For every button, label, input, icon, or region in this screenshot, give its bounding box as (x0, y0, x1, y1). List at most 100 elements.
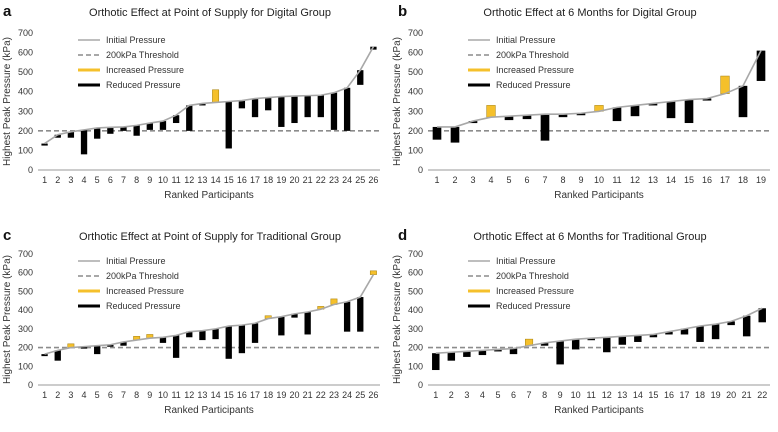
x-tick-label: 26 (368, 390, 378, 400)
reduced-pressure-bar (41, 143, 48, 146)
reduced-pressure-bar (696, 326, 704, 342)
y-tick-label: 400 (408, 87, 423, 97)
x-tick-label: 4 (82, 390, 87, 400)
x-tick-label: 7 (542, 175, 547, 185)
x-tick-label: 21 (303, 390, 313, 400)
x-tick-label: 14 (211, 175, 221, 185)
legend-label-threshold: 200kPa Threshold (496, 271, 569, 281)
x-tick-label: 20 (289, 390, 299, 400)
reduced-pressure-bar (727, 321, 735, 326)
reduced-pressure-bar (225, 101, 232, 149)
increased-pressure-bar (720, 75, 730, 94)
y-axis-label: Highest Peak Pressure (kPa) (2, 255, 13, 384)
y-tick-label: 0 (28, 165, 33, 175)
chart-title: Orthotic Effect at 6 Months for Traditio… (473, 231, 706, 243)
x-tick-label: 7 (121, 390, 126, 400)
reduced-pressure-bar (80, 129, 88, 155)
y-tick-label: 500 (18, 67, 33, 77)
legend: Initial Pressure 200kPa Threshold Increase… (468, 256, 574, 311)
chart-title: Orthotic Effect at Point of Supply for T… (79, 231, 341, 243)
reduced-pressure-bar (478, 350, 487, 356)
reduced-pressure-bar (630, 105, 640, 117)
x-tick-label: 2 (452, 175, 457, 185)
legend-label-initial: Initial Pressure (106, 35, 166, 45)
reduced-pressure-bar (330, 92, 338, 130)
y-axis-label: Highest Peak Pressure (kPa) (392, 255, 403, 384)
x-tick-label: 15 (648, 390, 658, 400)
legend: Initial Pressure 200kPa Threshold Increase… (78, 256, 184, 311)
reduced-pressure-bar (120, 341, 127, 346)
x-tick-label: 9 (147, 390, 152, 400)
reduced-pressure-bar (540, 114, 550, 141)
x-tick-label: 11 (587, 390, 596, 400)
x-tick-label: 21 (742, 390, 752, 400)
reduced-pressure-bar (291, 313, 298, 318)
y-tick-label: 100 (408, 361, 423, 371)
reduced-pressure-bar (711, 324, 720, 340)
panel-label: a (3, 3, 12, 20)
y-tick-label: 700 (18, 249, 33, 259)
x-tick-label: 12 (184, 175, 194, 185)
reduced-pressure-bar (680, 328, 689, 335)
x-tick-label: 5 (95, 175, 100, 185)
x-tick-label: 18 (738, 175, 748, 185)
x-tick-label: 14 (211, 390, 221, 400)
y-tick-label: 100 (408, 145, 423, 155)
x-tick-label: 13 (197, 175, 207, 185)
x-tick-label: 16 (702, 175, 712, 185)
reduced-pressure-bar (278, 316, 285, 336)
y-tick-label: 700 (408, 249, 423, 259)
y-tick-label: 100 (18, 361, 33, 371)
x-tick-label: 10 (158, 390, 168, 400)
y-tick-label: 200 (18, 126, 33, 136)
reduced-pressure-bar (80, 346, 88, 349)
x-tick-label: 21 (303, 175, 313, 185)
legend-label-increased: Increased Pressure (496, 286, 574, 296)
initial-pressure-line (435, 307, 763, 354)
reduced-pressure-bar (612, 107, 622, 122)
y-tick-label: 400 (408, 305, 423, 315)
y-axis-label: Highest Peak Pressure (kPa) (2, 37, 13, 166)
legend-label-reduced: Reduced Pressure (106, 80, 181, 90)
x-tick-label: 18 (263, 390, 273, 400)
reduced-pressure-bar (251, 98, 259, 118)
x-tick-label: 8 (542, 390, 547, 400)
y-tick-label: 700 (18, 28, 33, 38)
reduced-pressure-bar (756, 50, 766, 81)
reduced-pressure-bar (238, 100, 246, 109)
x-tick-label: 12 (184, 390, 194, 400)
reduced-pressure-bar (343, 87, 351, 131)
x-tick-label: 14 (633, 390, 643, 400)
x-tick-label: 2 (55, 175, 60, 185)
reduced-pressure-bar (291, 96, 298, 124)
reduced-pressure-bar (357, 70, 364, 85)
reduced-pressure-bar (67, 131, 75, 138)
x-tick-label: 3 (464, 390, 469, 400)
x-tick-label: 20 (726, 390, 736, 400)
chart-title: Orthotic Effect at 6 Months for Digital … (483, 7, 696, 19)
x-tick-label: 17 (250, 175, 260, 185)
x-tick-label: 19 (276, 390, 286, 400)
chart-panel-b: b Orthotic Effect at 6 Months for Digital… (392, 3, 770, 201)
reduced-pressure-bar (186, 331, 193, 338)
x-tick-label: 5 (95, 390, 100, 400)
increased-pressure-bar (369, 270, 377, 275)
x-tick-label: 11 (171, 390, 180, 400)
reduced-pressure-bar (463, 351, 471, 357)
x-tick-label: 24 (342, 390, 352, 400)
reduced-pressure-bar (618, 336, 627, 345)
y-tick-label: 600 (408, 268, 423, 278)
legend-label-reduced: Reduced Pressure (496, 80, 571, 90)
reduced-pressure-bar (357, 297, 364, 332)
x-axis-label: Ranked Participants (164, 190, 254, 201)
x-tick-label: 18 (695, 390, 705, 400)
chart-panel-c: c Orthotic Effect at Point of Supply for … (2, 227, 380, 416)
x-tick-label: 19 (756, 175, 766, 185)
x-tick-label: 1 (42, 175, 47, 185)
x-tick-label: 22 (316, 390, 326, 400)
reduced-pressure-bar (278, 96, 285, 127)
x-tick-label: 6 (524, 175, 529, 185)
x-tick-label: 22 (757, 390, 767, 400)
x-tick-label: 7 (121, 175, 126, 185)
reduced-pressure-bar (556, 341, 564, 365)
